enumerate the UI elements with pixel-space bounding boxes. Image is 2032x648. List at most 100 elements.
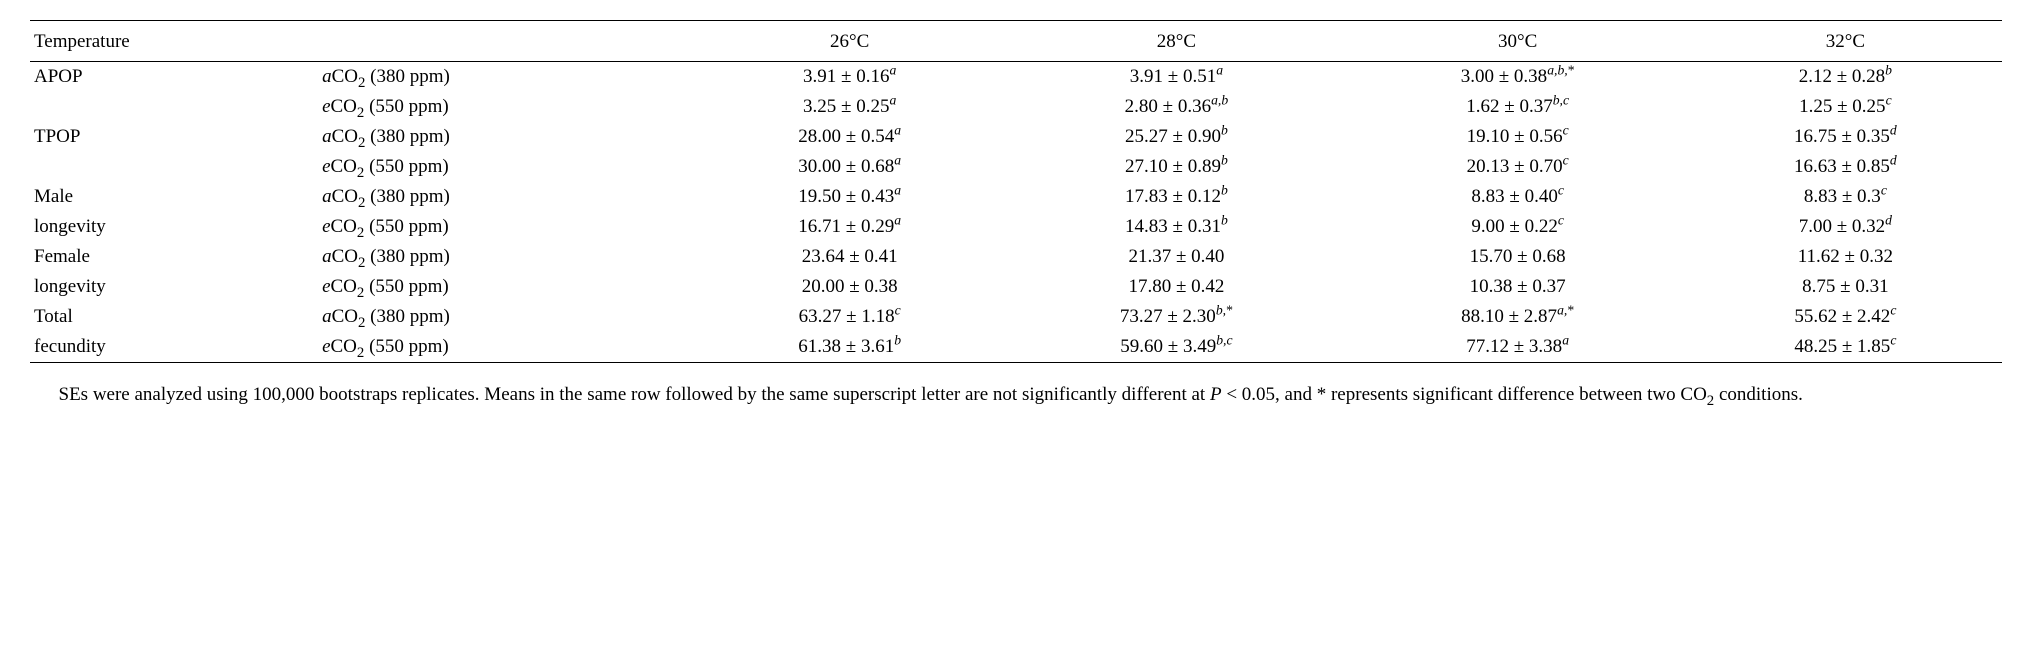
row-label: Female xyxy=(30,242,314,272)
value: 1.25 ± 0.25 xyxy=(1799,96,1885,117)
superscript: c xyxy=(1563,153,1569,168)
value: 61.38 ± 3.61 xyxy=(798,336,894,357)
superscript: b xyxy=(1221,153,1228,168)
co2-prefix: e xyxy=(322,276,330,297)
cell: 10.38 ± 0.37 xyxy=(1347,272,1689,302)
cell: 17.83 ± 0.12b xyxy=(1006,182,1346,212)
value: 15.70 ± 0.68 xyxy=(1470,246,1566,267)
co2-prefix: a xyxy=(322,186,332,207)
cell: 23.64 ± 0.41 xyxy=(693,242,1006,272)
superscript: b xyxy=(1221,183,1228,198)
cell: 59.60 ± 3.49b,c xyxy=(1006,332,1346,363)
value: 7.00 ± 0.32 xyxy=(1799,216,1885,237)
superscript: c xyxy=(1558,183,1564,198)
cell: 20.13 ± 0.70c xyxy=(1347,152,1689,182)
table-row: Total aCO2 (380 ppm) 63.27 ± 1.18c 73.27… xyxy=(30,302,2002,332)
row-label xyxy=(30,152,314,182)
superscript: b,* xyxy=(1216,303,1233,318)
co2-text: CO xyxy=(332,306,358,327)
cell: 16.75 ± 0.35d xyxy=(1689,122,2002,152)
table-footnote: SEs were analyzed using 100,000 bootstra… xyxy=(30,381,2002,410)
cell: 55.62 ± 2.42c xyxy=(1689,302,2002,332)
co2-prefix: e xyxy=(322,156,330,177)
ppm-text: (380 ppm) xyxy=(365,66,449,87)
treatment-label: eCO2 (550 ppm) xyxy=(314,92,693,122)
value: 3.91 ± 0.16 xyxy=(803,66,889,87)
cell: 88.10 ± 2.87a,* xyxy=(1347,302,1689,332)
value: 3.91 ± 0.51 xyxy=(1130,66,1216,87)
value: 2.80 ± 0.36 xyxy=(1125,96,1211,117)
value: 28.00 ± 0.54 xyxy=(798,126,894,147)
cell: 2.12 ± 0.28b xyxy=(1689,62,2002,93)
col-header-30: 30°C xyxy=(1347,21,1689,62)
co2-text: CO xyxy=(332,186,358,207)
treatment-label: aCO2 (380 ppm) xyxy=(314,62,693,93)
value: 16.71 ± 0.29 xyxy=(798,216,894,237)
cell: 1.25 ± 0.25c xyxy=(1689,92,2002,122)
table-row: longevity eCO2 (550 ppm) 16.71 ± 0.29a 1… xyxy=(30,212,2002,242)
col-header-26: 26°C xyxy=(693,21,1006,62)
superscript: a,b,* xyxy=(1547,63,1574,78)
superscript: b xyxy=(1885,63,1892,78)
superscript: a xyxy=(894,183,901,198)
treatment-label: eCO2 (550 ppm) xyxy=(314,272,693,302)
co2-prefix: a xyxy=(322,66,332,87)
cell: 77.12 ± 3.38a xyxy=(1347,332,1689,363)
ppm-text: (380 ppm) xyxy=(365,246,449,267)
row-label: longevity xyxy=(30,272,314,302)
superscript: b,c xyxy=(1553,93,1569,108)
value: 2.12 ± 0.28 xyxy=(1799,66,1885,87)
treatment-label: aCO2 (380 ppm) xyxy=(314,182,693,212)
table-row: eCO2 (550 ppm) 3.25 ± 0.25a 2.80 ± 0.36a… xyxy=(30,92,2002,122)
value: 16.75 ± 0.35 xyxy=(1794,126,1890,147)
cell: 19.50 ± 0.43a xyxy=(693,182,1006,212)
cell: 16.63 ± 0.85d xyxy=(1689,152,2002,182)
value: 55.62 ± 2.42 xyxy=(1794,306,1890,327)
ppm-text: (550 ppm) xyxy=(364,156,448,177)
ppm-text: (550 ppm) xyxy=(364,276,448,297)
treatment-label: aCO2 (380 ppm) xyxy=(314,242,693,272)
cell: 28.00 ± 0.54a xyxy=(693,122,1006,152)
row-label: TPOP xyxy=(30,122,314,152)
value: 17.83 ± 0.12 xyxy=(1125,186,1221,207)
superscript: c xyxy=(1881,183,1887,198)
value: 8.83 ± 0.3 xyxy=(1804,186,1881,207)
cell: 61.38 ± 3.61b xyxy=(693,332,1006,363)
superscript: a xyxy=(894,213,901,228)
ppm-text: (380 ppm) xyxy=(365,126,449,147)
value: 20.13 ± 0.70 xyxy=(1467,156,1563,177)
row-label xyxy=(30,92,314,122)
superscript: a xyxy=(1562,333,1569,348)
co2-prefix: a xyxy=(322,306,332,327)
cell: 3.25 ± 0.25a xyxy=(693,92,1006,122)
table-row: Female aCO2 (380 ppm) 23.64 ± 0.41 21.37… xyxy=(30,242,2002,272)
cell: 11.62 ± 0.32 xyxy=(1689,242,2002,272)
row-label: Total xyxy=(30,302,314,332)
cell: 8.83 ± 0.40c xyxy=(1347,182,1689,212)
table-header-row: Temperature 26°C 28°C 30°C 32°C xyxy=(30,21,2002,62)
value: 77.12 ± 3.38 xyxy=(1466,336,1562,357)
treatment-label: eCO2 (550 ppm) xyxy=(314,332,693,363)
superscript: a,b xyxy=(1211,93,1228,108)
superscript: b xyxy=(1221,213,1228,228)
cell: 8.75 ± 0.31 xyxy=(1689,272,2002,302)
value: 88.10 ± 2.87 xyxy=(1461,306,1557,327)
superscript: a xyxy=(889,63,896,78)
value: 8.75 ± 0.31 xyxy=(1802,276,1888,297)
col-header-temperature: Temperature xyxy=(30,21,314,62)
ppm-text: (380 ppm) xyxy=(365,306,449,327)
superscript: a xyxy=(1216,63,1223,78)
value: 3.00 ± 0.38 xyxy=(1461,66,1547,87)
cell: 17.80 ± 0.42 xyxy=(1006,272,1346,302)
value: 11.62 ± 0.32 xyxy=(1798,246,1893,267)
cell: 14.83 ± 0.31b xyxy=(1006,212,1346,242)
ppm-text: (550 ppm) xyxy=(364,336,448,357)
cell: 25.27 ± 0.90b xyxy=(1006,122,1346,152)
ppm-text: (380 ppm) xyxy=(365,186,449,207)
cell: 15.70 ± 0.68 xyxy=(1347,242,1689,272)
cell: 73.27 ± 2.30b,* xyxy=(1006,302,1346,332)
co2-prefix: e xyxy=(322,336,330,357)
value: 3.25 ± 0.25 xyxy=(803,96,889,117)
cell: 3.91 ± 0.51a xyxy=(1006,62,1346,93)
row-label: APOP xyxy=(30,62,314,93)
